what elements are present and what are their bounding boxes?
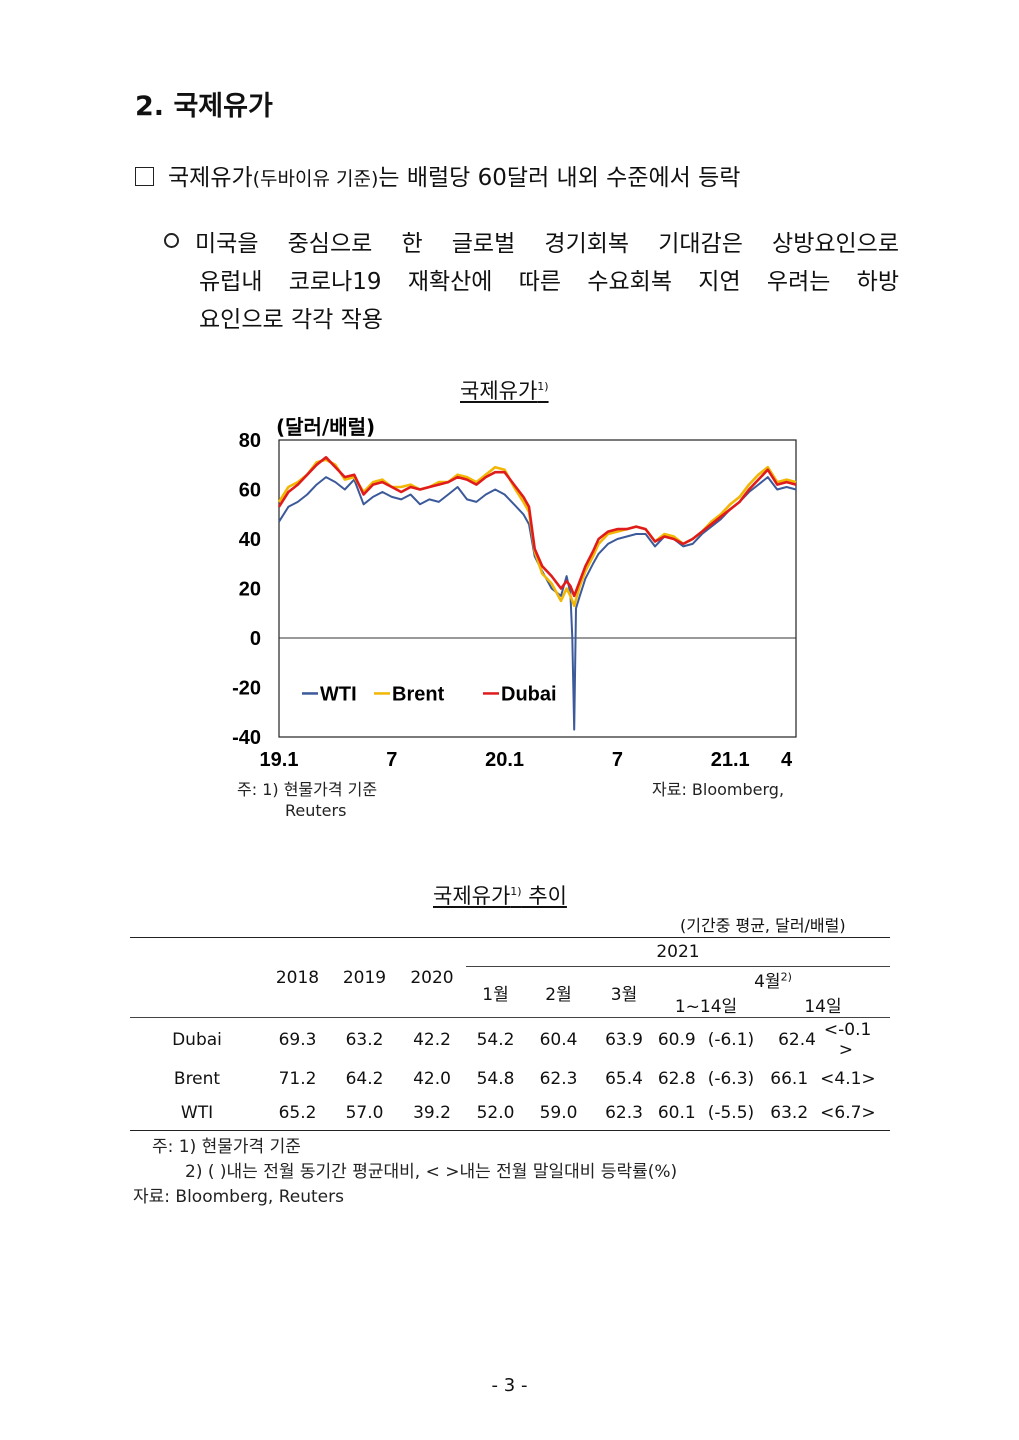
cell-v2020: 39.2 — [413, 1103, 451, 1123]
table-title: 국제유가1) 추이 — [433, 884, 567, 908]
header-2018: 2018 — [275, 967, 320, 988]
page-number: - 3 - — [491, 1375, 528, 1396]
cell-m2: 60.4 — [539, 1030, 578, 1050]
table-unit: (기간중 평균, 달러/배럴) — [680, 916, 846, 935]
y-axis-label: (달러/배럴) — [276, 415, 375, 439]
table-note-2: 2) ( )내는 전월 동기간 평균대비, < >내는 전월 말일대비 등락률(… — [185, 1162, 678, 1182]
header-2019: 2019 — [342, 967, 387, 988]
cell-v2019: 64.2 — [345, 1069, 384, 1089]
header-feb: 2월 — [545, 984, 572, 1005]
cell-name: WTI — [180, 1103, 214, 1123]
table-note-1: 주: 1) 현물가격 기준 — [152, 1137, 301, 1157]
section-heading: 2. 국제유가 — [135, 91, 273, 122]
cell-name: Dubai — [172, 1030, 222, 1050]
circle-bullet-icon — [164, 233, 179, 248]
y-tick-label: 0 — [250, 628, 261, 650]
legend-label: WTI — [320, 683, 357, 705]
legend-label: Brent — [392, 683, 445, 705]
cell-a2: 63.2 <6.7> — [770, 1103, 876, 1123]
bullet-rest: 는 배럴당 60달러 내외 수준에서 등락 — [378, 165, 741, 191]
cell-v2018: 71.2 — [278, 1069, 317, 1089]
chart-source: 자료: Bloomberg, — [652, 780, 785, 799]
cell-a2: 62.4 <-0.1 > — [778, 1020, 872, 1060]
chart-note-cont: Reuters — [285, 801, 347, 820]
main-bullet: 국제유가(두바이유 기준)는 배럴당 60달러 내외 수준에서 등락 — [135, 158, 740, 192]
header-apr-14: 14일 — [804, 997, 842, 1017]
cell-a2: 66.1 <4.1> — [770, 1069, 876, 1089]
cell-m3: 63.9 — [605, 1030, 643, 1050]
cell-v2019: 57.0 — [345, 1103, 384, 1123]
cell-m1: 54.2 — [476, 1030, 515, 1050]
y-tick-label: 60 — [239, 480, 261, 502]
cell-m1: 52.0 — [476, 1103, 515, 1123]
header-apr-1-14: 1~14일 — [674, 997, 738, 1017]
header-2021: 2021 — [466, 937, 890, 967]
x-tick-label: 7 — [386, 749, 397, 771]
cell-v2020: 42.0 — [413, 1069, 451, 1089]
header-2020: 2020 — [410, 967, 454, 988]
y-tick-label: 20 — [239, 579, 261, 601]
cell-m3: 65.4 — [605, 1069, 643, 1089]
cell-v2018: 65.2 — [278, 1103, 317, 1123]
series-line-dubai — [277, 455, 797, 598]
y-tick-label: -40 — [232, 727, 261, 749]
cell-a1: 60.9 (-6.1) — [657, 1030, 755, 1050]
cell-v2020: 42.2 — [413, 1030, 451, 1050]
bullet-paren: (두바이유 기준) — [252, 168, 379, 190]
x-tick-label: 21.1 — [711, 749, 750, 771]
header-mar: 3월 — [610, 984, 638, 1005]
oil-price-table: 2018 2019 2020 2021 1월 2월 3월 4월2) 1~14일 … — [130, 937, 890, 1131]
cell-v2019: 63.2 — [345, 1030, 384, 1050]
square-bullet-icon — [135, 167, 154, 186]
table-row: Brent 71.2 64.2 42.0 54.8 62.3 65.4 62.8 (-6.3) 6… — [130, 1062, 890, 1096]
x-tick-label: 7 — [612, 749, 623, 771]
chart-title: 국제유가1) — [460, 379, 549, 403]
header-apr: 4월2) — [754, 970, 792, 992]
y-tick-label: 40 — [239, 529, 261, 551]
sub-bullet-line1: 미국을 중심으로 한 글로벌 경기회복 기대감은 상방요인으로 — [164, 224, 899, 258]
table-row: Dubai 69.3 63.2 42.2 54.2 60.4 63.9 60.9 (-6.1) 6… — [130, 1018, 890, 1063]
cell-a1: 60.1 (-5.5) — [657, 1103, 755, 1123]
cell-m1: 54.8 — [476, 1069, 515, 1089]
x-tick-label: 19.1 — [260, 749, 299, 771]
chart-note: 주: 1) 현물가격 기준 — [237, 780, 378, 799]
cell-m2: 59.0 — [539, 1103, 578, 1123]
bullet-main: 국제유가 — [168, 165, 253, 191]
y-tick-label: 80 — [239, 430, 261, 452]
sub-bullet-line2: 유럽내 코로나19 재확산에 따른 수요회복 지연 우려는 하방 — [199, 269, 899, 295]
sub-bullet-line3: 요인으로 각각 작용 — [199, 307, 383, 333]
cell-name: Brent — [173, 1069, 221, 1089]
x-tick-label: 20.1 — [485, 749, 524, 771]
cell-v2018: 69.3 — [278, 1030, 317, 1050]
header-jan: 1월 — [482, 984, 509, 1005]
x-tick-label: 4 — [781, 749, 793, 771]
cell-a1: 62.8 (-6.3) — [657, 1069, 755, 1089]
plot-frame — [278, 439, 797, 738]
legend-label: Dubai — [501, 683, 557, 705]
table-source: 자료: Bloomberg, Reuters — [133, 1187, 344, 1207]
cell-m2: 62.3 — [539, 1069, 578, 1089]
table-row: WTI 65.2 57.0 39.2 52.0 59.0 62.3 60.1 (-5.5) 63.… — [130, 1096, 890, 1131]
y-tick-label: -20 — [232, 678, 261, 700]
cell-m3: 62.3 — [605, 1103, 643, 1123]
